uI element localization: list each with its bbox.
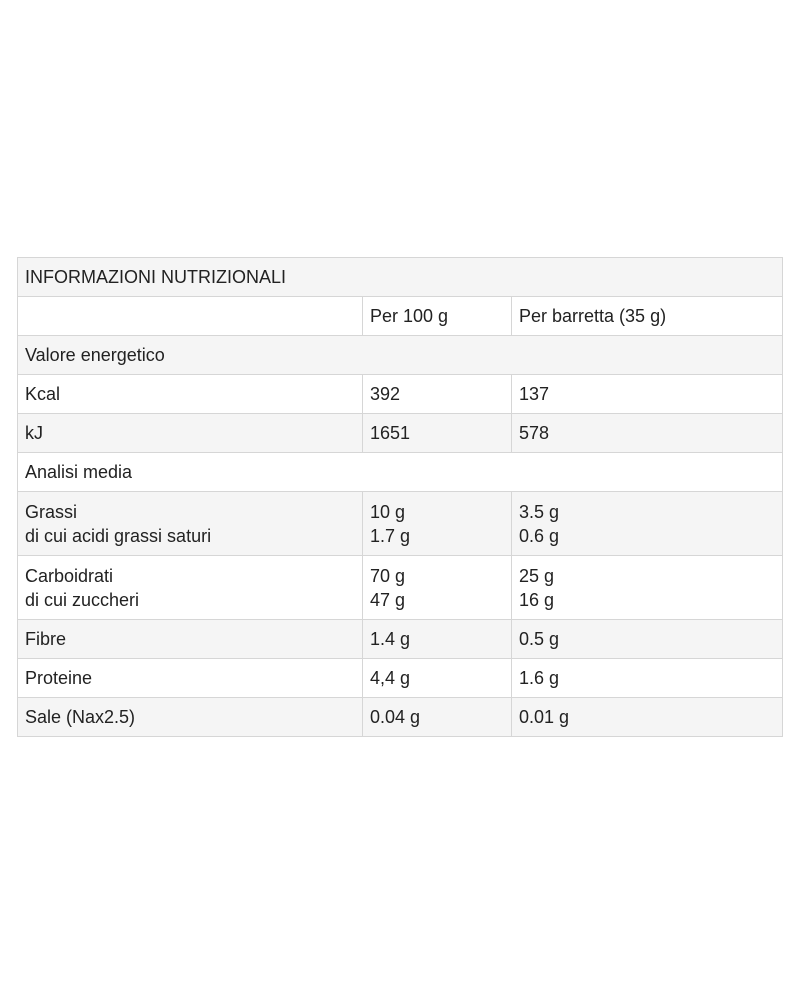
value: 16 g [519, 589, 555, 610]
value: 1.7 g [370, 525, 411, 546]
section-cell: Valore energetico [17, 335, 783, 375]
value-cell: 137 [511, 374, 783, 414]
value: 25 g [519, 565, 555, 586]
value: 10 g [370, 501, 406, 522]
row-label: di cui zuccheri [25, 589, 140, 610]
value: 47 g [370, 589, 406, 610]
row-label-cell: Carboidrati di cui zuccheri [17, 555, 363, 620]
value-cell: 1.6 g [511, 658, 783, 698]
row-label: kJ [25, 423, 43, 443]
value: 1.6 g [519, 668, 560, 688]
row-label-cell: kJ [17, 413, 363, 453]
value-cell: 4,4 g [362, 658, 512, 698]
table-row: Valore energetico [17, 335, 783, 375]
value-cell: 0.01 g [511, 697, 783, 737]
row-label: Kcal [25, 384, 61, 404]
table-row: Analisi media [17, 452, 783, 492]
table-row: Proteine 4,4 g 1.6 g [17, 658, 783, 698]
table-row: Sale (Nax2.5) 0.04 g 0.01 g [17, 697, 783, 737]
row-label: Carboidrati [25, 565, 114, 586]
column-header: Per barretta (35 g) [511, 296, 783, 336]
row-label-cell: Grassi di cui acidi grassi saturi [17, 491, 363, 556]
row-label: di cui acidi grassi saturi [25, 525, 212, 546]
value-cell: 0.04 g [362, 697, 512, 737]
table-title-cell: INFORMAZIONI NUTRIZIONALI [17, 257, 783, 297]
value-cell: 10 g 1.7 g [362, 491, 512, 556]
empty-header-cell [17, 296, 363, 336]
value-cell: 25 g 16 g [511, 555, 783, 620]
value: 0.04 g [370, 707, 421, 727]
section-label: Valore energetico [25, 345, 165, 365]
table-body: INFORMAZIONI NUTRIZIONALI Per 100 g Per ba… [17, 257, 783, 737]
table-row: Carboidrati di cui zuccheri 70 g 47 g 25 g 16… [17, 555, 783, 620]
column-header: Per 100 g [362, 296, 512, 336]
table-row: Kcal 392 137 [17, 374, 783, 414]
value-cell: 70 g 47 g [362, 555, 512, 620]
table-row: Grassi di cui acidi grassi saturi 10 g 1.7 … [17, 491, 783, 556]
nutrition-table: INFORMAZIONI NUTRIZIONALI Per 100 g Per ba… [17, 257, 783, 737]
value-cell: 1651 [362, 413, 512, 453]
value-cell: 578 [511, 413, 783, 453]
value: 392 [370, 384, 401, 404]
row-label: Grassi [25, 501, 78, 522]
row-label: Proteine [25, 668, 93, 688]
value: 0.01 g [519, 707, 570, 727]
section-label: Analisi media [25, 462, 133, 482]
value: 1651 [370, 423, 411, 443]
value: 578 [519, 423, 550, 443]
table-row: Fibre 1.4 g 0.5 g [17, 619, 783, 659]
value-cell: 0.5 g [511, 619, 783, 659]
row-label-cell: Kcal [17, 374, 363, 414]
value: 4,4 g [370, 668, 411, 688]
value: 70 g [370, 565, 406, 586]
table-row: kJ 1651 578 [17, 413, 783, 453]
value: 0.6 g [519, 525, 560, 546]
value-cell: 3.5 g 0.6 g [511, 491, 783, 556]
value-cell: 1.4 g [362, 619, 512, 659]
column-header-text: Per barretta (35 g) [519, 306, 667, 326]
column-header-text: Per 100 g [370, 306, 449, 326]
value: 0.5 g [519, 629, 560, 649]
value-cell: 392 [362, 374, 512, 414]
row-label: Sale (Nax2.5) [25, 707, 136, 727]
row-label-cell: Proteine [17, 658, 363, 698]
table-row: INFORMAZIONI NUTRIZIONALI [17, 257, 783, 297]
table-row: Per 100 g Per barretta (35 g) [17, 296, 783, 336]
value: 3.5 g [519, 501, 560, 522]
value: 137 [519, 384, 550, 404]
row-label-cell: Fibre [17, 619, 363, 659]
row-label: Fibre [25, 629, 67, 649]
row-label-cell: Sale (Nax2.5) [17, 697, 363, 737]
value: 1.4 g [370, 629, 411, 649]
table-title: INFORMAZIONI NUTRIZIONALI [25, 267, 286, 287]
section-cell: Analisi media [17, 452, 783, 492]
